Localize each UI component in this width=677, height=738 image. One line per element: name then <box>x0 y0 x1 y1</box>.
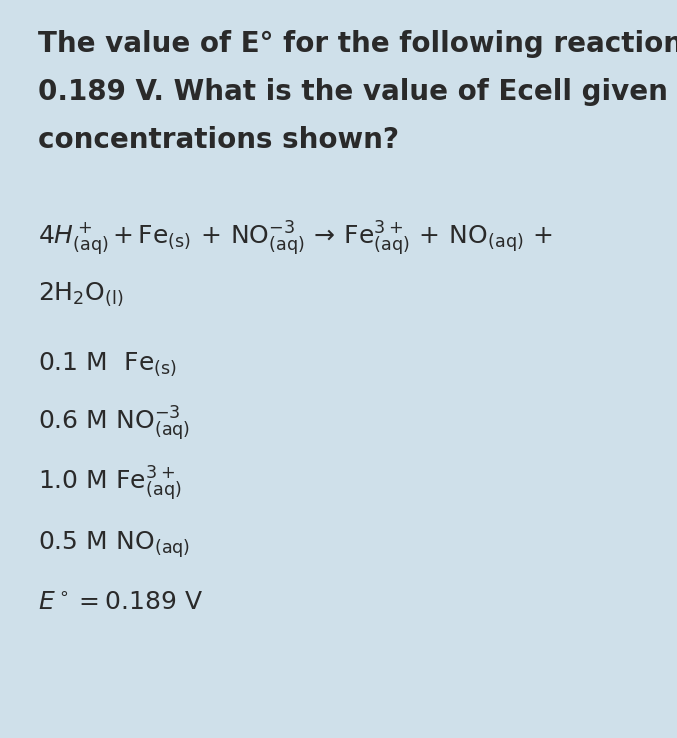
Text: $\mathregular{0.1\ M\ \ Fe_{(s)}}$: $\mathregular{0.1\ M\ \ Fe_{(s)}}$ <box>38 351 177 378</box>
Text: $E^\circ = 0.189\ \mathregular{V}$: $E^\circ = 0.189\ \mathregular{V}$ <box>38 591 203 615</box>
Text: $\mathregular{2H_2O_{(l)}}$: $\mathregular{2H_2O_{(l)}}$ <box>38 280 124 308</box>
Text: $4H^+_{\rm (aq)}$$\,\mathregular{+\,Fe_{(s)}\,+\,NO^{-3}_{(aq)}\,\rightarrow\,Fe: $4H^+_{\rm (aq)}$$\,\mathregular{+\,Fe_{… <box>38 220 553 258</box>
Text: concentrations shown?: concentrations shown? <box>38 126 399 154</box>
Text: The value of E° for the following reaction is: The value of E° for the following reacti… <box>38 30 677 58</box>
Text: $\mathregular{0.6\ M\ NO^{-3}_{(aq)}}$: $\mathregular{0.6\ M\ NO^{-3}_{(aq)}}$ <box>38 404 190 444</box>
Text: $\mathregular{0.5\ M\ NO_{(aq)}}$: $\mathregular{0.5\ M\ NO_{(aq)}}$ <box>38 529 190 560</box>
Text: $\mathregular{1.0\ M\ Fe^{3+}_{(aq)}}$: $\mathregular{1.0\ M\ Fe^{3+}_{(aq)}}$ <box>38 465 181 503</box>
Text: 0.189 V. What is the value of Ecell given the: 0.189 V. What is the value of Ecell give… <box>38 78 677 106</box>
